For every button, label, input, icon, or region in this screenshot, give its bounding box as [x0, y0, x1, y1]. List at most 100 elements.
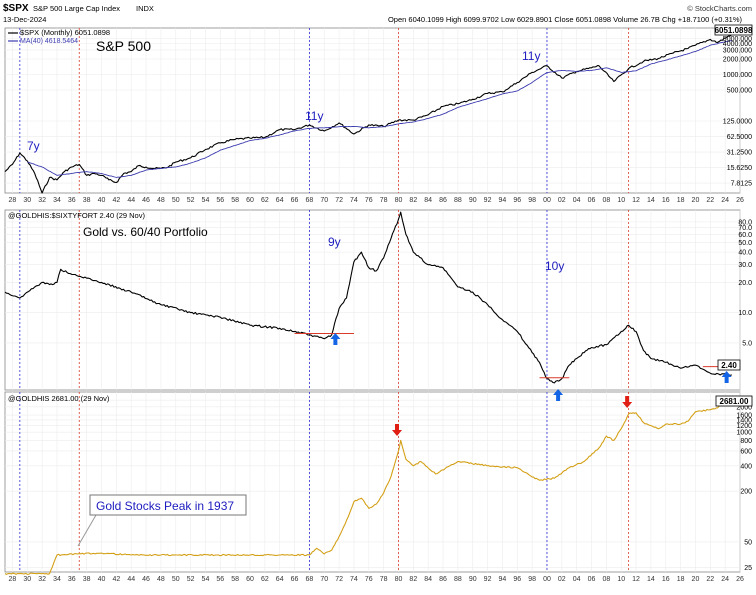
- xaxis2-tick-56: 56: [216, 576, 224, 583]
- xaxis2-tick-28: 28: [9, 576, 17, 583]
- xaxis2-tick-14: 14: [647, 576, 655, 583]
- xaxis2-tick-58: 58: [231, 576, 239, 583]
- xaxis1-tick-98: 98: [528, 197, 536, 204]
- xaxis1-tick-24: 24: [721, 197, 729, 204]
- xaxis1-tick-92: 92: [484, 197, 492, 204]
- panel2-ytick-3: 50.0: [738, 240, 752, 247]
- panel1-title: S&P 500: [96, 38, 151, 54]
- panel3-ytick-9: 200: [740, 489, 752, 496]
- xaxis1-tick-30: 30: [23, 197, 31, 204]
- panel3-ytick-6: 800: [740, 438, 752, 445]
- xaxis2-tick-88: 88: [454, 576, 462, 583]
- xaxis1-tick-28: 28: [9, 197, 17, 204]
- xaxis2-tick-22: 22: [706, 576, 714, 583]
- xaxis1-tick-14: 14: [647, 197, 655, 204]
- panel1-ytick-5: 500.000: [727, 88, 752, 95]
- xaxis1-tick-62: 62: [261, 197, 269, 204]
- xaxis2-tick-06: 06: [588, 576, 596, 583]
- xaxis1-tick-72: 72: [335, 197, 343, 204]
- xaxis2-tick-16: 16: [662, 576, 670, 583]
- xaxis2-tick-78: 78: [380, 576, 388, 583]
- xaxis1-tick-16: 16: [662, 197, 670, 204]
- down-arrow-icon-2011: [622, 396, 632, 408]
- xaxis1-tick-12: 12: [632, 197, 640, 204]
- xaxis1-tick-66: 66: [291, 197, 299, 204]
- xaxis2-tick-84: 84: [424, 576, 432, 583]
- xaxis2-tick-36: 36: [68, 576, 76, 583]
- xaxis1-tick-32: 32: [38, 197, 46, 204]
- panel3-line-0: [5, 396, 732, 574]
- xaxis2-tick-18: 18: [677, 576, 685, 583]
- xaxis1-tick-08: 08: [602, 197, 610, 204]
- chart-date: 13-Dec-2024: [3, 15, 46, 24]
- panel1-ytick-10: 7.8125: [731, 181, 753, 188]
- panel3-ytick-7: 600: [740, 448, 752, 455]
- xaxis1-tick-80: 80: [395, 197, 403, 204]
- panel2-annotation-0: 9y: [328, 235, 341, 249]
- panel3-legend: @GOLDHIS 2681.00 (29 Nov): [8, 394, 110, 403]
- xaxis1-tick-46: 46: [142, 197, 150, 204]
- xaxis1-tick-38: 38: [83, 197, 91, 204]
- panel1-line-0: [5, 34, 732, 193]
- xaxis2-tick-90: 90: [469, 576, 477, 583]
- xaxis2-tick-34: 34: [53, 576, 61, 583]
- xaxis1-tick-44: 44: [127, 197, 135, 204]
- xaxis1-tick-86: 86: [439, 197, 447, 204]
- panel2-ytick-8: 5.0: [742, 340, 752, 347]
- xaxis2-tick-68: 68: [305, 576, 313, 583]
- xaxis2-tick-32: 32: [38, 576, 46, 583]
- panel2-ytick-5: 30.0: [738, 262, 752, 269]
- xaxis1-tick-94: 94: [499, 197, 507, 204]
- panel3-ytick-5: 1000: [736, 430, 752, 437]
- xaxis1-tick-74: 74: [350, 197, 358, 204]
- xaxis2-tick-76: 76: [365, 576, 373, 583]
- panel2-annotation-1: 10y: [545, 259, 564, 273]
- ohlc-readout: Open 6040.1099 High 6099.9702 Low 6029.8…: [388, 15, 743, 24]
- panel1-ytick-8: 31.2500: [727, 150, 752, 157]
- xaxis1-tick-64: 64: [276, 197, 284, 204]
- panel1-series-1: [27, 40, 732, 177]
- xaxis1-tick-34: 34: [53, 197, 61, 204]
- panel1-ytick-9: 15.6250: [727, 165, 752, 172]
- xaxis2-tick-38: 38: [83, 576, 91, 583]
- xaxis2-tick-10: 10: [617, 576, 625, 583]
- brand-label: © StockCharts.com: [687, 4, 752, 13]
- panel1-annotation-1: 11y: [305, 109, 323, 123]
- xaxis1-tick-60: 60: [246, 197, 254, 204]
- panel1-line-1: [27, 40, 732, 177]
- xaxis1-tick-22: 22: [706, 197, 714, 204]
- xaxis1-tick-26: 26: [736, 197, 744, 204]
- xaxis2-tick-82: 82: [409, 576, 417, 583]
- panel1-last-value: 6051.0898: [715, 26, 753, 35]
- panel3-ytick-11: 25: [744, 565, 752, 572]
- panel1-ytick-2: 3000.000: [723, 47, 752, 54]
- xaxis2-tick-30: 30: [23, 576, 31, 583]
- xaxis2-tick-96: 96: [513, 576, 521, 583]
- panel1-ytick-4: 1000.000: [723, 72, 752, 79]
- xaxis2-tick-80: 80: [395, 576, 403, 583]
- xaxis1-tick-54: 54: [202, 197, 210, 204]
- panel2-ytick-7: 10.0: [738, 310, 752, 317]
- panel1-ytick-3: 2000.000: [723, 57, 752, 64]
- panel1-legend-ma: MA(40) 4618.5464: [20, 38, 78, 45]
- xaxis1-tick-36: 36: [68, 197, 76, 204]
- xaxis1-tick-56: 56: [216, 197, 224, 204]
- xaxis1-tick-10: 10: [617, 197, 625, 204]
- xaxis1-tick-90: 90: [469, 197, 477, 204]
- gold-stocks-callout: Gold Stocks Peak in 1937: [78, 495, 246, 546]
- up-arrow-icon-2024: [722, 371, 732, 383]
- xaxis2-tick-04: 04: [573, 576, 581, 583]
- xaxis2-tick-02: 02: [558, 576, 566, 583]
- xaxis1-tick-58: 58: [231, 197, 239, 204]
- chart-name: S&P 500 Large Cap Index: [33, 4, 120, 13]
- panel1-legend-price: $SPX (Monthly) 6051.0898: [20, 28, 110, 37]
- xaxis2-tick-64: 64: [276, 576, 284, 583]
- xaxis1-tick-06: 06: [588, 197, 596, 204]
- xaxis2-tick-70: 70: [320, 576, 328, 583]
- panel2-ytick-6: 20.0: [738, 280, 752, 287]
- xaxis2-tick-74: 74: [350, 576, 358, 583]
- xaxis1-tick-78: 78: [380, 197, 388, 204]
- xaxis1-tick-52: 52: [187, 197, 195, 204]
